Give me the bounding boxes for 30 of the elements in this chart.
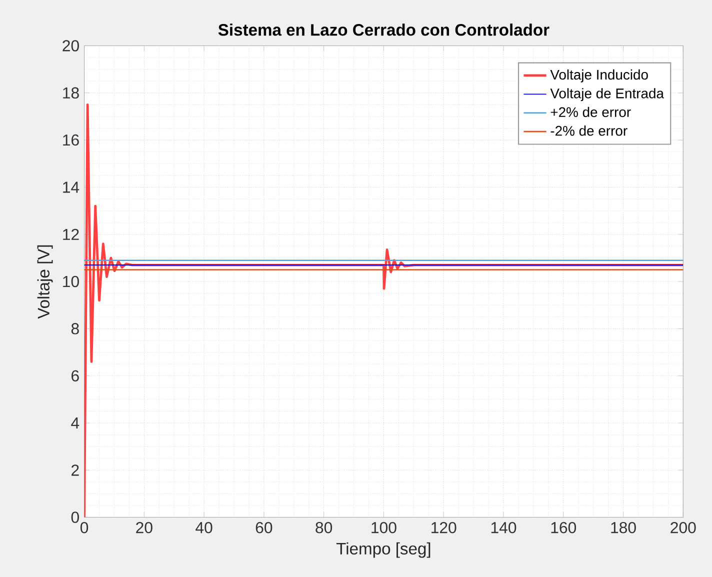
x-tick-label: 60	[256, 522, 272, 534]
x-tick-label: 160	[551, 522, 576, 534]
x-tick-label: 80	[316, 522, 332, 534]
legend-label: -2% de error	[550, 126, 628, 136]
chart-title: Sistema en Lazo Cerrado con Controlador	[218, 24, 550, 36]
y-tick-label: 14	[63, 182, 80, 193]
legend-label: +2% de error	[550, 106, 631, 118]
x-tick-label: 180	[611, 522, 636, 534]
x-tick-label: 140	[491, 522, 516, 534]
legend-label: Voltaje de Entrada	[550, 88, 664, 102]
x-axis-title: Tiempo [seg]	[336, 542, 430, 558]
line-series	[84, 103, 684, 518]
y-tick-label: 20	[62, 40, 79, 52]
x-tick-label: 100	[372, 522, 396, 534]
x-tick-label: 200	[670, 522, 696, 534]
y-tick-label: 16	[63, 134, 79, 146]
y-tick-label: 10	[63, 276, 79, 288]
x-tick-label: 120	[432, 522, 456, 534]
legend-label: Voltaje Inducido	[550, 69, 648, 82]
y-axis-title: Voltaje [V]	[37, 245, 53, 319]
y-tick-label: 12	[63, 228, 79, 240]
y-tick-label: 18	[63, 87, 79, 99]
y-tick-label: 6	[72, 370, 79, 382]
x-tick-label: 40	[196, 522, 212, 534]
y-tick-label: 0	[71, 512, 79, 523]
x-tick-label: 0	[80, 522, 88, 534]
y-tick-label: 4	[71, 418, 80, 428]
y-tick-label: 2	[72, 464, 79, 476]
y-tick-label: 8	[71, 323, 79, 334]
x-tick-label: 20	[136, 522, 152, 534]
